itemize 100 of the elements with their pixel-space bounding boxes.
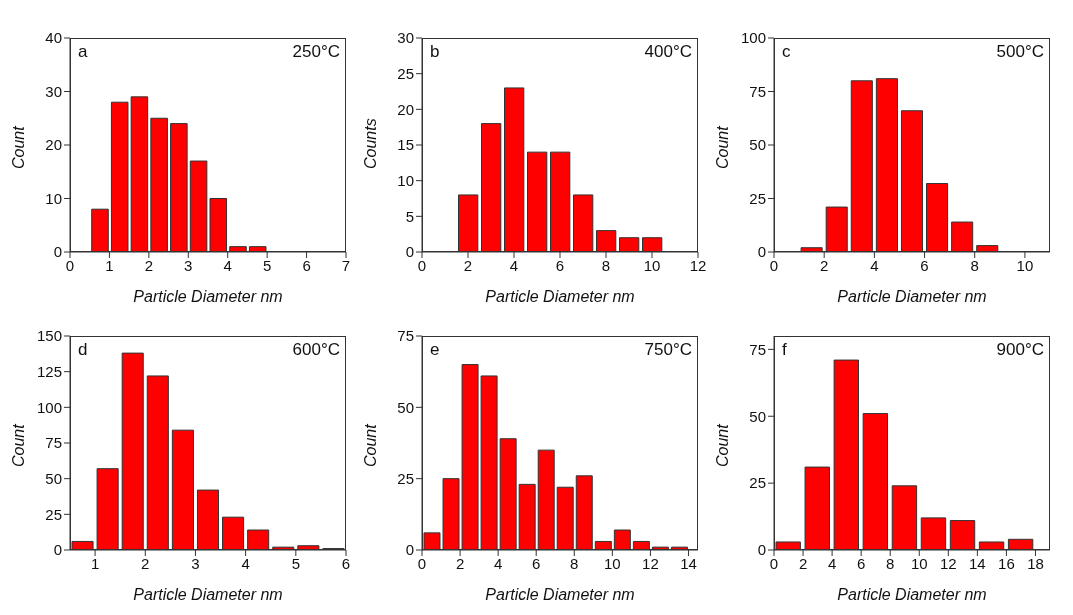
- x-tick-label: 6: [302, 256, 311, 274]
- y-axis-title: Count: [9, 125, 27, 169]
- x-tick-label: 10: [910, 554, 928, 572]
- annotation: 750°C: [644, 340, 692, 360]
- x-tick-label: 10: [643, 256, 661, 274]
- y-tick-label: 50: [749, 136, 766, 154]
- y-tick-label: 10: [45, 189, 62, 207]
- x-tick-label: 2: [455, 554, 465, 572]
- y-tick-label: 125: [36, 362, 62, 380]
- x-axis-title: Particle Diameter nm: [837, 288, 987, 305]
- x-tick-label: 1: [90, 554, 100, 572]
- x-tick-label: 4: [827, 554, 837, 572]
- x-tick-label: 18: [1027, 554, 1044, 572]
- x-tick-label: 12: [939, 554, 957, 572]
- x-tick-label: 14: [969, 554, 986, 572]
- y-tick-label: 150: [36, 327, 62, 345]
- x-tick-label: 8: [970, 256, 979, 274]
- y-axis-title: Count: [713, 423, 731, 467]
- y-tick-label: 25: [749, 474, 766, 492]
- x-tick-label: 0: [65, 256, 75, 274]
- y-axis-title: Counts: [361, 118, 379, 169]
- y-tick-label: 0: [757, 541, 766, 559]
- x-tick-label: 4: [223, 256, 232, 274]
- x-tick-label: 6: [920, 256, 929, 274]
- x-tick-label: 2: [820, 256, 829, 274]
- x-tick-label: 4: [241, 554, 250, 572]
- x-tick-label: 12: [689, 256, 707, 274]
- annotation: b: [430, 42, 440, 62]
- x-tick-label: 1: [105, 256, 114, 274]
- x-tick-label: 4: [493, 554, 503, 572]
- annotation: c: [782, 42, 791, 62]
- y-axis-title: Count: [9, 423, 27, 467]
- x-tick-label: 2: [141, 554, 150, 572]
- y-tick-label: 30: [397, 29, 414, 47]
- y-tick-label: 10: [397, 171, 414, 189]
- y-tick-label: 25: [45, 505, 62, 523]
- x-tick-label: 2: [798, 554, 808, 572]
- annotation: 900°C: [996, 340, 1044, 360]
- y-tick-label: 75: [397, 327, 414, 345]
- x-tick-label: 10: [604, 554, 621, 572]
- x-tick-label: 4: [870, 256, 879, 274]
- y-tick-label: 25: [397, 469, 414, 487]
- y-tick-label: 20: [45, 136, 62, 154]
- x-tick-label: 6: [532, 554, 541, 572]
- y-tick-label: 20: [397, 100, 414, 118]
- annotation: 400°C: [644, 42, 692, 62]
- x-tick-label: 0: [417, 256, 427, 274]
- y-tick-label: 15: [397, 136, 414, 154]
- annotation: 250°C: [292, 42, 340, 62]
- x-axis-title: Particle Diameter nm: [485, 288, 635, 305]
- x-tick-label: 6: [341, 554, 351, 572]
- x-axis-title: Particle Diameter nm: [133, 288, 283, 305]
- x-tick-label: 2: [144, 256, 154, 274]
- x-tick-label: 0: [417, 554, 427, 572]
- y-tick-label: 50: [749, 407, 766, 425]
- y-tick-label: 75: [749, 82, 766, 100]
- y-axis-title: Count: [361, 423, 379, 467]
- y-tick-label: 100: [36, 398, 62, 416]
- x-tick-label: 8: [570, 554, 579, 572]
- x-tick-label: 5: [291, 554, 300, 572]
- x-tick-label: 8: [601, 256, 611, 274]
- x-axis-title: Particle Diameter nm: [485, 586, 635, 603]
- x-tick-label: 4: [509, 256, 519, 274]
- y-tick-label: 0: [405, 541, 414, 559]
- x-tick-label: 7: [341, 256, 351, 274]
- y-tick-label: 5: [405, 207, 414, 225]
- x-tick-label: 12: [642, 554, 659, 572]
- x-tick-label: 6: [856, 554, 866, 572]
- annotation: a: [78, 42, 88, 62]
- annotation: 600°C: [292, 340, 340, 360]
- x-tick-label: 16: [998, 554, 1015, 572]
- x-axis-title: Particle Diameter nm: [133, 586, 283, 603]
- y-tick-label: 40: [45, 29, 62, 47]
- x-tick-label: 8: [886, 554, 895, 572]
- y-tick-label: 0: [53, 243, 62, 261]
- annotation: 500°C: [996, 42, 1044, 62]
- y-tick-label: 0: [53, 541, 62, 559]
- y-tick-label: 0: [405, 243, 414, 261]
- x-tick-label: 0: [769, 554, 779, 572]
- annotation: f: [782, 340, 787, 360]
- x-tick-label: 5: [262, 256, 272, 274]
- annotation: e: [430, 340, 440, 360]
- y-tick-label: 75: [749, 340, 766, 358]
- x-axis-title: Particle Diameter nm: [837, 586, 987, 603]
- y-tick-label: 50: [397, 398, 414, 416]
- y-tick-label: 50: [45, 469, 62, 487]
- y-tick-label: 100: [740, 29, 766, 47]
- x-tick-label: 3: [184, 256, 193, 274]
- y-tick-label: 25: [749, 189, 766, 207]
- annotation: d: [78, 340, 88, 360]
- x-tick-label: 0: [769, 256, 779, 274]
- y-tick-label: 75: [45, 434, 62, 452]
- y-tick-label: 30: [45, 82, 62, 100]
- x-tick-label: 14: [680, 554, 697, 572]
- x-tick-label: 6: [555, 256, 565, 274]
- x-tick-label: 10: [1016, 256, 1034, 274]
- y-tick-label: 0: [757, 243, 766, 261]
- y-axis-title: Count: [713, 125, 731, 169]
- y-tick-label: 25: [397, 64, 414, 82]
- x-tick-label: 2: [463, 256, 473, 274]
